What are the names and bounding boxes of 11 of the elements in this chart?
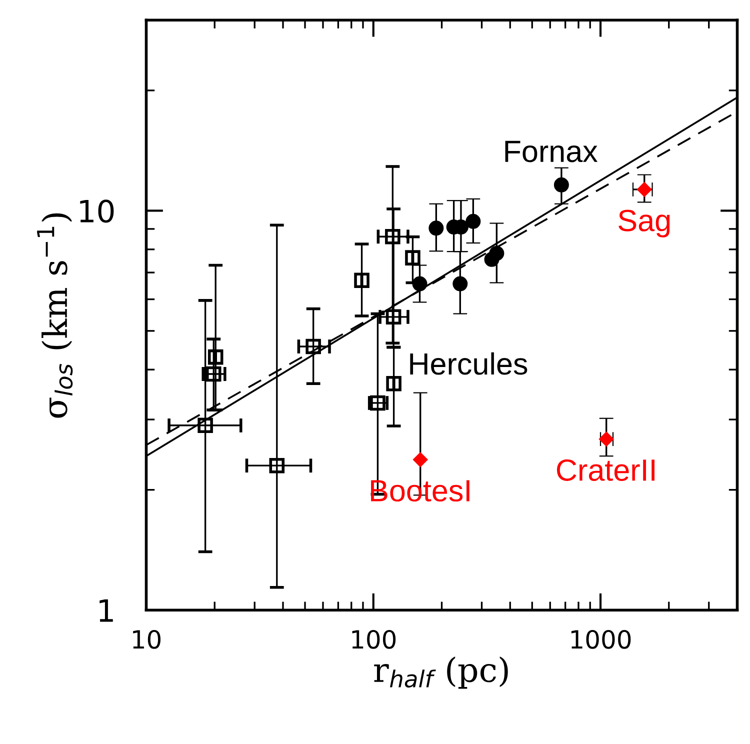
annotation: BootesI bbox=[371, 480, 470, 502]
y-axis-title: σ$_{los}$ (km s$^{−1}$) bbox=[37, 213, 73, 418]
y-tick-label: 1 bbox=[100, 599, 113, 622]
x-tick-label: 10 bbox=[133, 630, 160, 649]
annotation: Fornax bbox=[505, 140, 598, 162]
x-tick-label: 1000 bbox=[571, 630, 631, 649]
annotation: Sag bbox=[618, 210, 670, 238]
x-tick-label: 100 bbox=[352, 630, 396, 649]
annotation: Hercules bbox=[410, 352, 528, 375]
x-axis-title: r$_{half}$ (pc) bbox=[374, 656, 508, 689]
annotation: CraterII bbox=[556, 459, 654, 481]
